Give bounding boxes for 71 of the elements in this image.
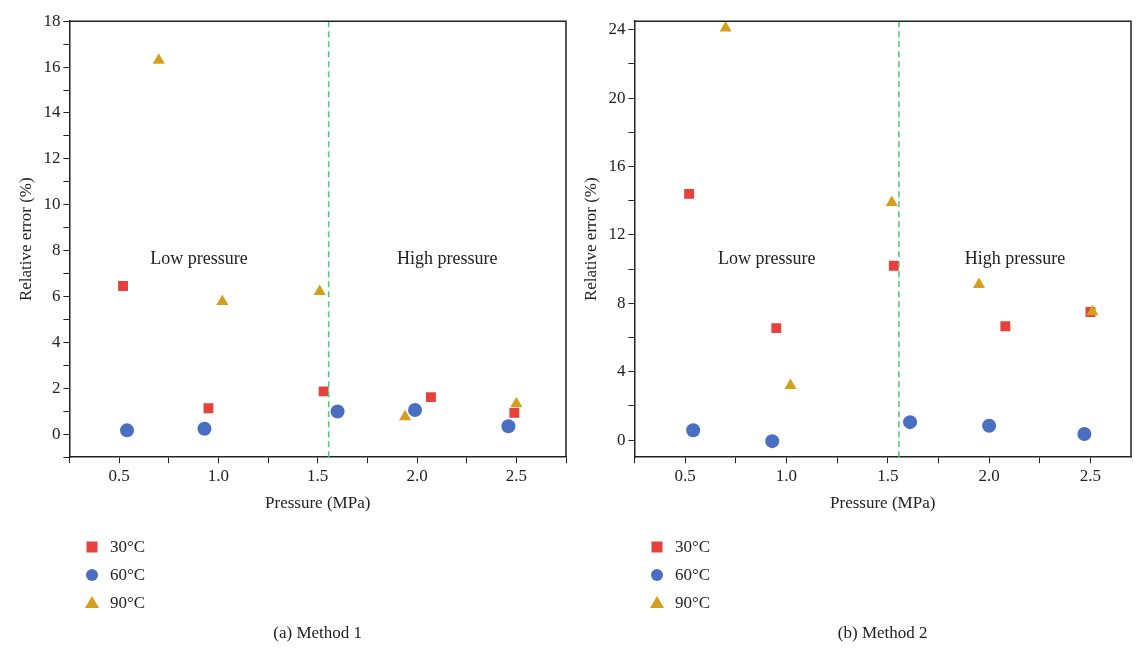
point (197, 421, 212, 436)
annotation: High pressure (397, 247, 498, 268)
legend-label: 30°C (110, 537, 146, 557)
point (408, 402, 423, 417)
point (771, 323, 782, 334)
y-tick-label: 24 (608, 19, 626, 39)
point (399, 409, 412, 421)
point (330, 404, 345, 419)
point (903, 415, 918, 430)
point (784, 378, 797, 389)
y-tick-label: 12 (43, 148, 61, 168)
point (152, 53, 165, 64)
point (684, 188, 695, 199)
point (318, 386, 329, 397)
x-axis-title: Pressure (MPa) (830, 493, 936, 513)
point (510, 396, 523, 408)
point (313, 284, 326, 296)
x-tick-label: 1.0 (775, 465, 798, 485)
x-tick-label: 1.5 (877, 465, 899, 485)
text: (b) Method 2 (837, 623, 928, 643)
legend-label: 90°C (110, 593, 146, 613)
x-axis-title: Pressure (MPa) (265, 493, 371, 513)
point (509, 407, 520, 418)
x-tick-label: 0.5 (674, 465, 696, 485)
point (203, 403, 214, 414)
y-tick-label: 16 (43, 56, 61, 76)
y-tick-label: 8 (51, 240, 61, 260)
legend-label: 60°C (110, 565, 146, 585)
text: (a) Method 1 (273, 623, 363, 643)
point (885, 195, 898, 206)
point (118, 281, 128, 291)
point (1000, 321, 1011, 332)
x-tick-label: 2.0 (406, 465, 428, 485)
point (501, 419, 516, 434)
point (765, 434, 780, 449)
y-tick-label: 14 (43, 102, 61, 122)
legend-label: 60°C (675, 565, 711, 585)
annotation: Low pressure (150, 247, 248, 268)
point (888, 260, 899, 271)
annotation: Low pressure (717, 247, 816, 268)
annotation: High pressure (964, 247, 1066, 268)
point (972, 277, 986, 289)
x-tick-label: 1.5 (307, 465, 329, 485)
point (120, 423, 135, 438)
point (686, 423, 701, 438)
y-tick-label: 6 (51, 286, 61, 306)
y-tick-label: 4 (51, 331, 61, 351)
y-tick-label: 2 (51, 377, 61, 397)
legend-label: 90°C (675, 593, 711, 613)
x-tick-label: 1.0 (207, 465, 230, 485)
x-tick-label: 2.5 (505, 465, 527, 485)
x-tick-label: 0.5 (108, 465, 130, 485)
x-tick-label: 2.5 (1079, 465, 1102, 485)
y-tick-label: 8 (616, 292, 626, 312)
legend-label: 30°C (675, 537, 711, 557)
point (1077, 426, 1092, 441)
y-tick-label: 0 (616, 429, 626, 449)
y-axis-title: Relative error (%) (580, 177, 600, 302)
point (982, 418, 997, 433)
y-tick-label: 16 (608, 156, 626, 175)
x-tick-label: 2.0 (978, 465, 1000, 485)
y-tick-label: 18 (43, 10, 61, 30)
y-axis-title: Relative error (%) (15, 177, 35, 302)
point (719, 21, 732, 32)
y-tick-label: 0 (51, 423, 61, 443)
y-tick-label: 20 (608, 87, 626, 107)
point (216, 294, 229, 306)
y-tick-label: 10 (43, 194, 61, 214)
point (425, 392, 436, 403)
y-tick-label: 4 (616, 361, 626, 381)
y-tick-label: 12 (608, 224, 626, 244)
